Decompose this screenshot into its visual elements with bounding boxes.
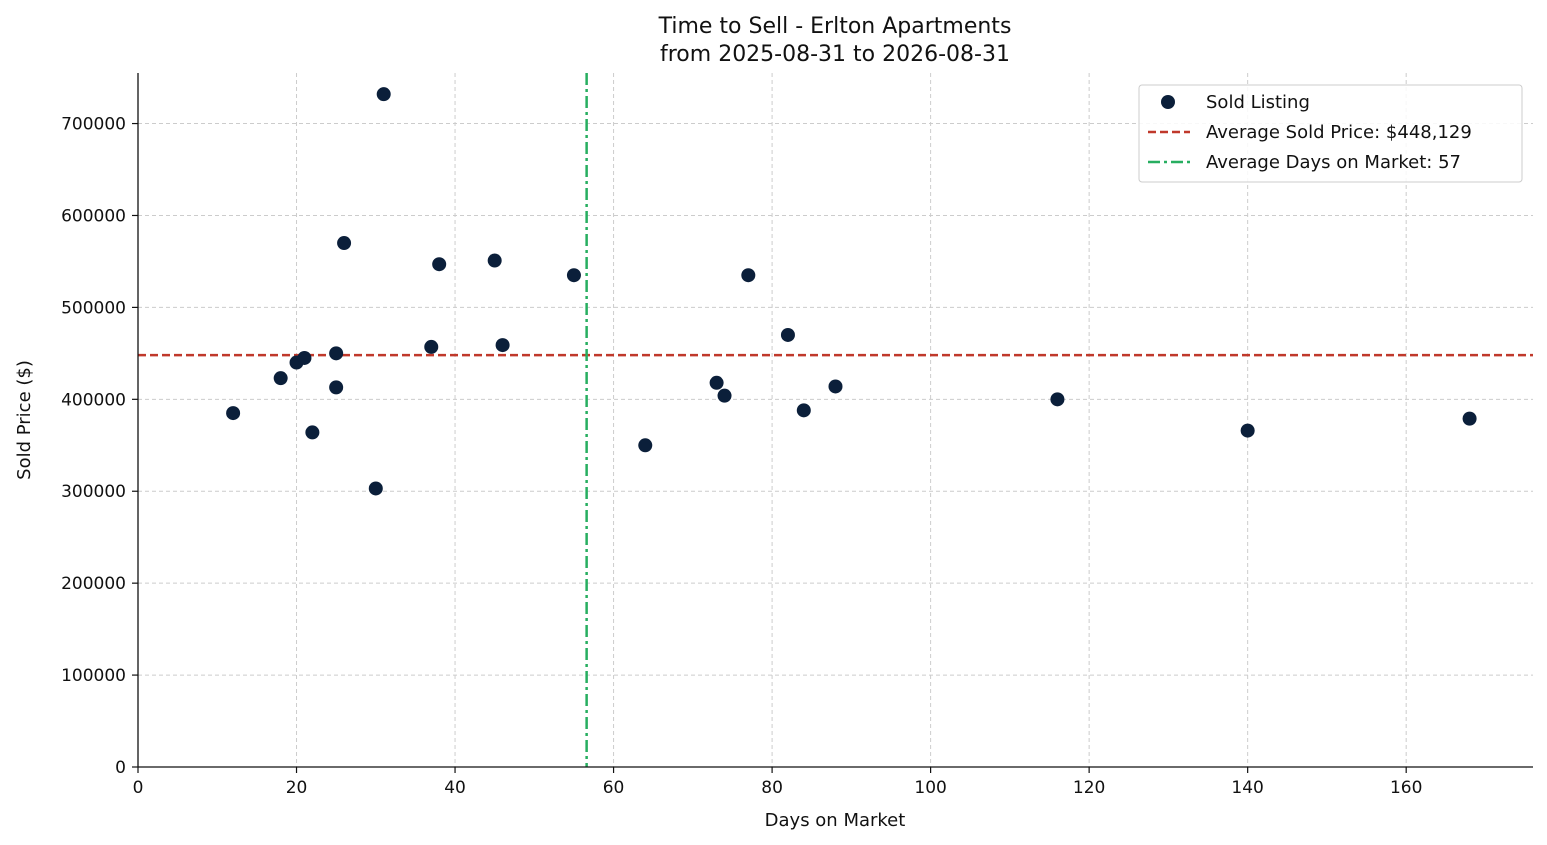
data-point [796,403,811,418]
y-tick-label: 0 [115,758,126,778]
x-tick-label: 80 [761,778,783,798]
scatter-points [226,87,1477,496]
y-tick-label: 700000 [61,115,126,135]
y-tick-label: 600000 [61,206,126,226]
x-tick-label: 0 [133,778,144,798]
y-tick-label: 100000 [61,666,126,686]
legend-entry-sold-listing: Sold Listing [1206,92,1310,113]
y-tick-label: 200000 [61,574,126,594]
legend-entry-average-price: Average Sold Price: $448,129 [1206,122,1472,143]
data-point [709,375,724,390]
data-point [368,481,383,496]
data-point [1462,411,1477,426]
x-tick-label: 20 [286,778,308,798]
reference-lines [138,73,1533,767]
x-tick-label: 120 [1073,778,1105,798]
axes: 0 20 40 60 80 100 120 140 160 0 100000 200000 300000… [61,73,1533,798]
legend-box [1138,84,1523,183]
data-point [297,350,312,365]
data-point [495,338,510,353]
data-point [1050,392,1065,407]
data-point [424,339,439,354]
data-point [226,406,241,421]
legend-marker-sold-listing [1161,95,1175,109]
data-point [305,425,320,440]
x-axis-label: Days on Market [765,810,906,831]
data-point [741,268,756,283]
legend-entry-average-days: Average Days on Market: 57 [1206,152,1461,173]
data-point [780,327,795,342]
data-point [828,379,843,394]
x-tick-label: 100 [914,778,946,798]
x-tick-label: 40 [444,778,466,798]
data-point [337,236,352,251]
data-point [638,438,653,453]
y-tick-label: 300000 [61,482,126,502]
data-point [566,268,581,283]
data-point [376,87,391,102]
data-point [329,380,344,395]
y-tick-label: 500000 [61,298,126,318]
legend: Sold Listing Average Sold Price: $448,12… [1138,84,1523,183]
chart-title-line-2: from 2025-08-31 to 2026-08-31 [660,42,1010,67]
data-point [487,253,502,268]
data-point [273,371,288,386]
x-tick-label: 160 [1390,778,1422,798]
data-point [717,388,732,403]
x-tick-label: 60 [603,778,625,798]
y-axis-label: Sold Price ($) [14,360,35,480]
data-point [1240,423,1255,438]
chart-title: Time to Sell - Erlton Apartments from 20… [658,14,1012,67]
data-point [432,257,447,272]
data-point [329,346,344,361]
y-tick-label: 400000 [61,390,126,410]
chart-title-line-1: Time to Sell - Erlton Apartments [658,14,1012,39]
x-tick-label: 140 [1231,778,1263,798]
